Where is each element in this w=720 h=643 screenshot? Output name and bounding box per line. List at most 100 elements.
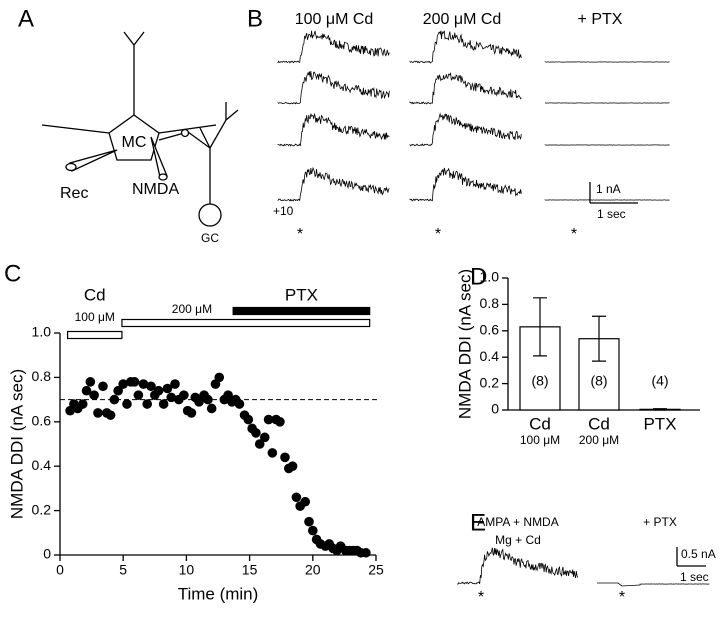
x-tick-label: 5 <box>119 562 127 578</box>
drug-label: 100 μM <box>75 310 115 324</box>
scale-label: 0.5 nA <box>681 547 716 561</box>
data-point <box>109 394 120 405</box>
diagram-label: NMDA <box>132 181 179 198</box>
y-tick-label: 0.8 <box>480 295 500 311</box>
x-tick-label: 25 <box>368 562 384 578</box>
x-tick-label: Cd <box>588 414 610 433</box>
n-label: (8) <box>531 373 548 389</box>
x-axis-title: Time (min) <box>178 584 259 603</box>
data-point <box>234 399 245 409</box>
data-point <box>146 381 156 392</box>
y-tick-label: 0.4 <box>480 348 500 364</box>
data-point <box>267 448 278 458</box>
data-point <box>291 492 302 503</box>
scale-label: 1 sec <box>680 570 709 584</box>
trace <box>409 112 522 147</box>
panel-label: D <box>470 263 487 290</box>
data-point <box>153 385 164 396</box>
data-point <box>118 379 128 389</box>
data-point <box>166 392 177 403</box>
x-tick-sublabel: 200 μM <box>579 433 619 447</box>
x-tick-sublabel: 100 μM <box>520 433 560 447</box>
diagram-label: GC <box>201 231 219 245</box>
drug-label: Cd <box>84 285 106 304</box>
data-point <box>280 452 290 463</box>
trace-header: Mg + Cd <box>495 533 541 547</box>
y-tick-label: 0.2 <box>32 501 52 517</box>
trace <box>277 112 390 147</box>
data-point <box>138 379 149 389</box>
trace-header: 200 μM Cd <box>423 11 502 28</box>
stim-marker: * <box>478 589 484 606</box>
scale-label: 1 nA <box>596 182 621 196</box>
data-point <box>85 377 96 387</box>
data-point <box>194 397 204 407</box>
data-point <box>129 377 140 387</box>
data-point <box>275 417 285 427</box>
trace-header: AMPA + NMDA <box>477 515 558 529</box>
data-point <box>81 385 92 396</box>
trace <box>457 547 579 586</box>
stim-marker: * <box>619 589 625 606</box>
data-point <box>122 399 132 409</box>
data-point <box>186 408 197 418</box>
trace <box>277 30 390 64</box>
data-point <box>206 403 217 414</box>
trace <box>597 582 710 587</box>
trace <box>409 167 522 202</box>
scale-bar <box>676 547 706 567</box>
drug-label: 200 μM <box>172 302 212 316</box>
y-tick-label: 1.0 <box>480 269 500 285</box>
trace <box>409 72 522 105</box>
panel-label: A <box>18 5 34 32</box>
data-point <box>203 394 213 405</box>
stim-marker: * <box>297 226 303 243</box>
x-tick-label: 0 <box>56 562 64 578</box>
scale-label: 1 sec <box>597 207 626 221</box>
y-tick-label: 0.6 <box>480 322 500 338</box>
data-point <box>300 496 311 507</box>
data-point <box>259 432 270 443</box>
x-tick-label: PTX <box>643 414 676 433</box>
trace <box>277 166 390 202</box>
data-point <box>105 410 116 420</box>
data-point <box>113 385 123 396</box>
trace-header: 100 μM Cd <box>295 11 374 28</box>
y-tick-label: 0 <box>491 401 499 417</box>
data-point <box>162 383 173 394</box>
panel-label: B <box>247 5 263 32</box>
y-axis-title: NMDA DDI (nA sec) <box>7 369 26 519</box>
y-tick-label: 0.8 <box>32 368 52 384</box>
data-point <box>214 372 225 383</box>
trace <box>409 30 522 64</box>
data-point <box>158 399 169 409</box>
y-tick-label: 0.6 <box>32 413 52 429</box>
n-label: (4) <box>651 373 668 389</box>
drug-bar <box>232 306 371 316</box>
stim-marker: * <box>435 226 441 243</box>
x-tick-label: 10 <box>179 562 195 578</box>
x-tick-label: Cd <box>529 414 551 433</box>
data-point <box>308 525 318 536</box>
data-point <box>98 381 108 392</box>
data-point <box>254 439 265 449</box>
x-tick-label: 15 <box>242 562 258 578</box>
x-tick-label: 20 <box>305 562 321 578</box>
data-point <box>77 399 88 409</box>
y-axis-title: NMDA DDI (nA sec) <box>455 269 474 419</box>
y-tick-label: 0.4 <box>32 457 52 473</box>
data-point <box>263 414 274 425</box>
drug-bar <box>121 318 371 328</box>
panel-label: E <box>470 509 486 536</box>
data-point <box>251 428 261 438</box>
data-point <box>170 379 180 389</box>
data-point <box>179 390 189 400</box>
offset-label: +10 <box>273 204 294 218</box>
trace-header: + PTX <box>643 515 677 529</box>
data-point <box>93 408 103 418</box>
trace-header: + PTX <box>578 11 623 28</box>
cell-label: MC <box>122 134 147 151</box>
data-point <box>304 516 314 527</box>
drug-bar <box>66 330 123 340</box>
